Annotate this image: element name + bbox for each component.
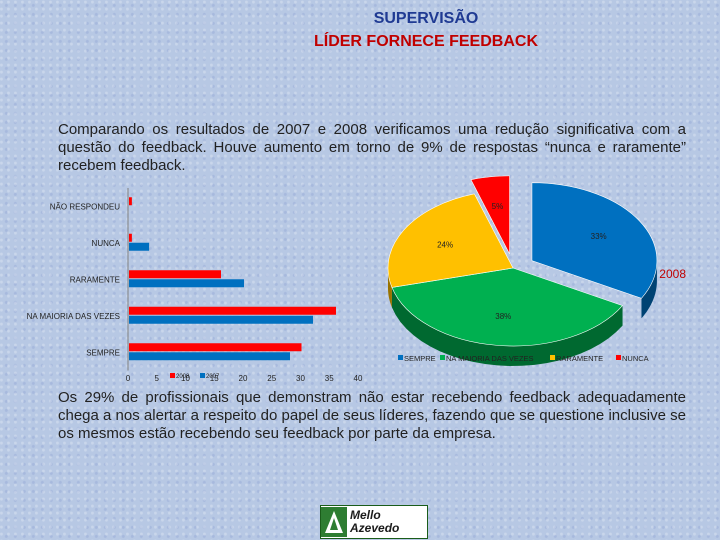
x-tick-label: 5 (155, 374, 160, 383)
logo-line2: Azevedo (350, 521, 400, 535)
pie-value-label: 38% (495, 312, 511, 321)
bar-category-label: NA MAIORIA DAS VEZES (27, 312, 120, 321)
pie-legend-label: NUNCA (622, 354, 649, 363)
x-tick-label: 35 (325, 374, 334, 383)
pie-legend-label: SEMPRE (404, 354, 436, 363)
intro-paragraph: Comparando os resultados de 2007 e 2008 … (58, 121, 686, 174)
pie-side-1 (391, 287, 623, 366)
company-logo: Mello Azevedo (320, 505, 428, 539)
x-tick-label: 20 (239, 374, 248, 383)
page-title: SUPERVISÃO (373, 10, 479, 27)
legend-label-2008: 2008 (176, 374, 190, 380)
pie-value-label: 33% (591, 232, 607, 241)
legend-label-2007: 2007 (206, 374, 220, 380)
legend-swatch-2008 (170, 373, 175, 378)
bar-2007 (129, 352, 290, 361)
pie-legend-swatch (398, 355, 403, 360)
bar-2007 (129, 315, 313, 324)
page-subtitle: LÍDER FORNECE FEEDBACK (313, 33, 538, 50)
pie-value-label: 5% (492, 202, 504, 211)
logo-text: Mello Azevedo (350, 509, 399, 535)
x-tick-label: 15 (210, 374, 219, 383)
pie-legend-swatch (440, 355, 445, 360)
x-tick-label: 0 (126, 374, 131, 383)
x-tick-label: 25 (267, 374, 276, 383)
bar-category-label: SEMPRE (86, 348, 120, 357)
x-tick-label: 10 (181, 374, 190, 383)
pie-slice-0 (531, 182, 658, 299)
bar-2008 (129, 306, 336, 315)
pie-slice-2 (387, 193, 514, 288)
logo-line1: Mello (350, 508, 381, 522)
pie-legend-swatch (550, 355, 555, 360)
pie-year-label: 2008 (659, 267, 686, 281)
bar-category-label: NÃO RESPONDEU (50, 202, 120, 211)
x-tick-label: 40 (354, 374, 363, 383)
pie-slice-1 (391, 267, 624, 347)
x-tick-label: 30 (296, 374, 305, 383)
pie-slice-3 (470, 175, 510, 255)
bar-category-label: NUNCA (92, 239, 121, 248)
bar-2008 (129, 343, 302, 352)
bar-2008 (129, 270, 221, 279)
legend-swatch-2007 (200, 373, 205, 378)
bar-2007 (129, 242, 150, 251)
pie-legend-label: RARAMENTE (556, 354, 603, 363)
logo-mark-icon (321, 507, 347, 537)
bar-category-label: RARAMENTE (70, 275, 120, 284)
pie-legend-label: NA MAIORIA DAS VEZES (446, 354, 534, 363)
bar-2008 (129, 233, 132, 242)
pie-legend-swatch (616, 355, 621, 360)
conclusion-paragraph: Os 29% de profissionais que demonstram n… (58, 389, 686, 442)
pie-value-label: 24% (437, 241, 453, 250)
pie-side-0 (641, 260, 657, 319)
bar-2008 (129, 197, 132, 206)
bar-2007 (129, 279, 244, 288)
